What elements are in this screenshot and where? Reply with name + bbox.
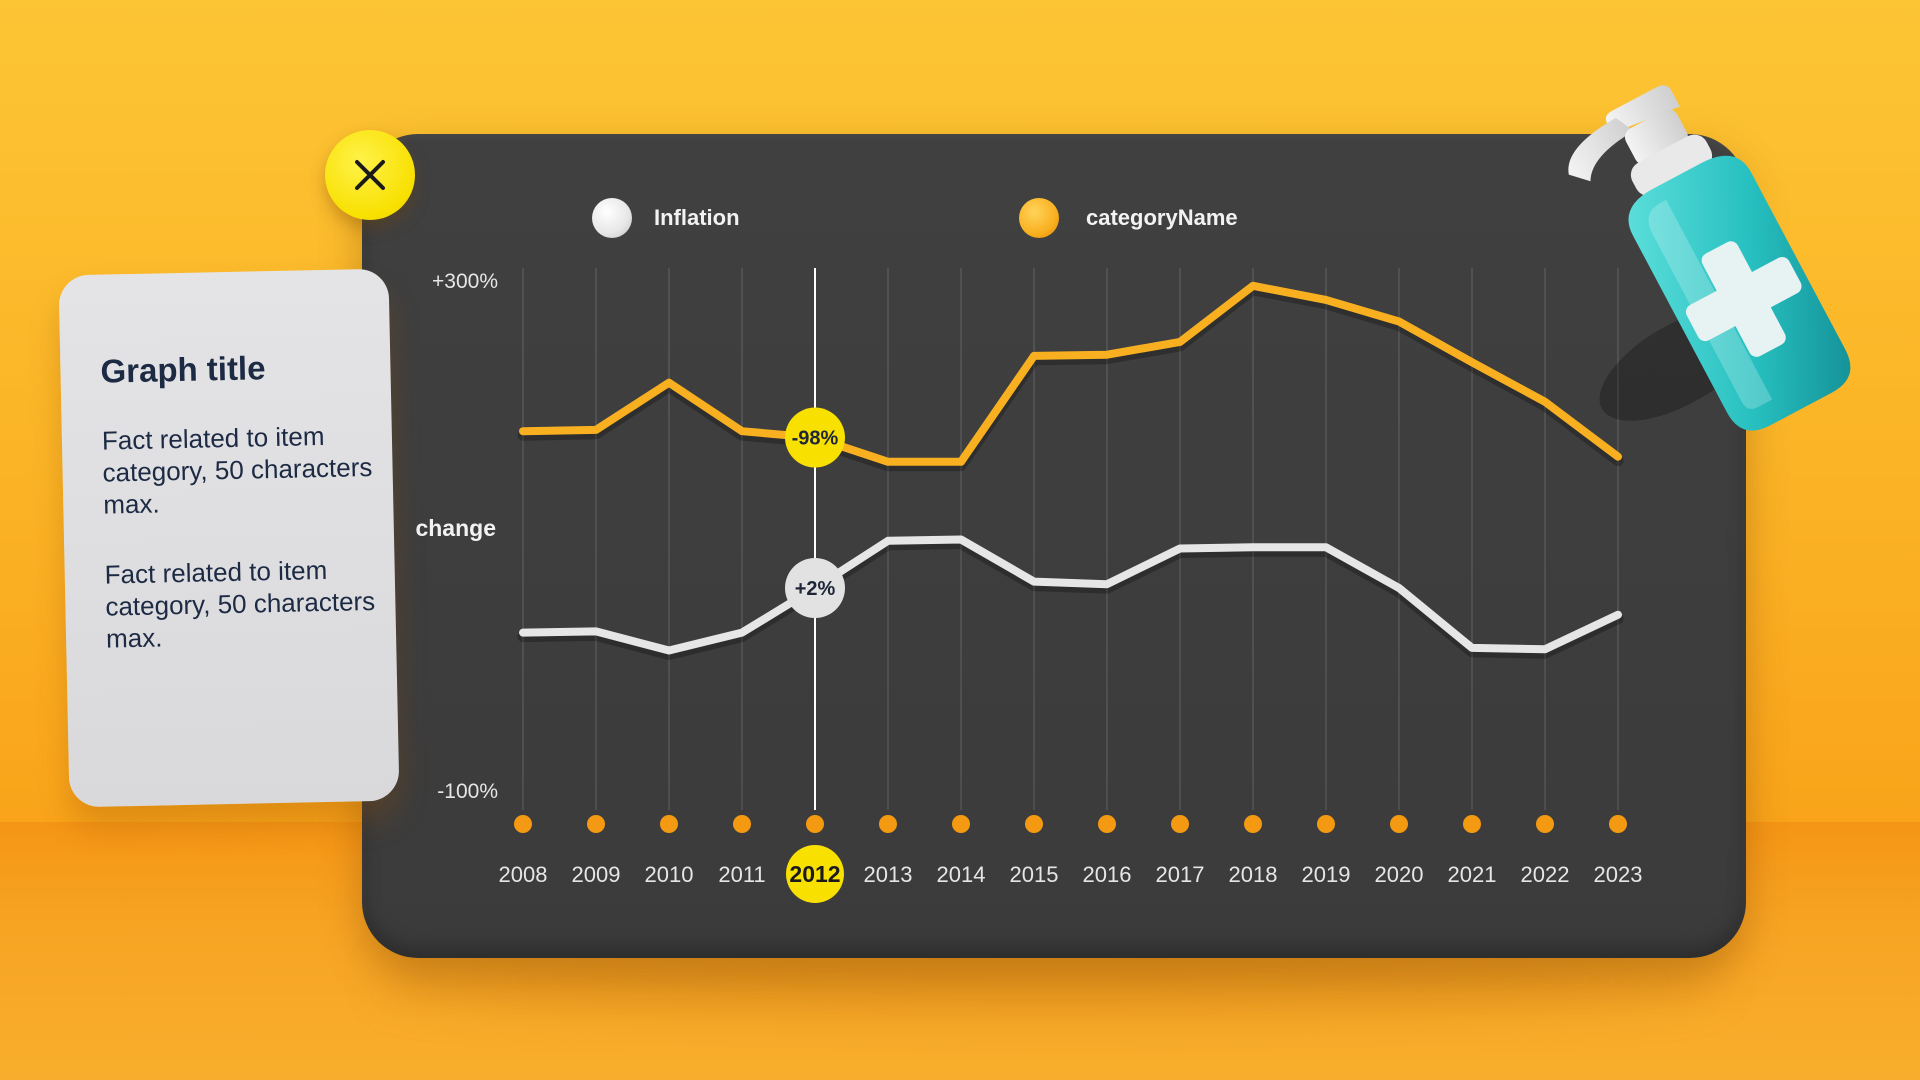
x-tick-label-2018: 2018: [1229, 862, 1278, 887]
board-shadow: [380, 950, 1720, 1010]
x-axis-dot-2022: [1536, 815, 1554, 833]
x-axis-dot-2018: [1244, 815, 1262, 833]
x-tick-label-2015: 2015: [1010, 862, 1059, 887]
x-tick-label-2014: 2014: [937, 862, 986, 887]
selection-badge-label-0: +2%: [795, 578, 836, 600]
sanitizer-bottle-icon: [1568, 85, 1851, 431]
close-icon: [355, 160, 385, 190]
x-axis-dot-2012: [806, 815, 824, 833]
x-axis-dot-2016: [1098, 815, 1116, 833]
y-axis: +300% -100% change: [415, 270, 498, 803]
x-axis-dot-2020: [1390, 815, 1408, 833]
card-fact-2: Fact related to item category, 50 charac…: [104, 554, 376, 654]
x-tick-label-2017: 2017: [1156, 862, 1205, 887]
x-axis-dot-2011: [733, 815, 751, 833]
card-fact-1: Fact related to item category, 50 charac…: [101, 420, 373, 520]
x-axis-dot-2023: [1609, 815, 1627, 833]
series-lines: [517, 281, 1624, 660]
series-line-1: [519, 281, 1622, 466]
x-tick-label-2009: 2009: [572, 862, 621, 887]
gridlines: [522, 268, 1619, 810]
x-tick-label-2011: 2011: [718, 862, 765, 887]
x-tick-label-2022: 2022: [1521, 862, 1570, 887]
selection-markers: +2% -98%: [785, 407, 845, 618]
close-button[interactable]: [325, 130, 415, 220]
selection-badge-0: [785, 558, 845, 618]
x-tick-label-2010: 2010: [645, 862, 694, 887]
y-tick-label-top: +300%: [432, 270, 498, 293]
selected-year-highlight: [786, 845, 844, 903]
legend-marker-inflation: [592, 198, 632, 238]
x-tick-label-2008: 2008: [499, 862, 548, 887]
series-line-0: [519, 535, 1622, 655]
selection-badge-label-1: -98%: [792, 428, 839, 450]
x-axis-dot-2019: [1317, 815, 1335, 833]
x-tick-label-2013: 2013: [864, 862, 913, 887]
y-tick-label-bottom: -100%: [437, 780, 498, 803]
x-axis-dot-2015: [1025, 815, 1043, 833]
x-tick-label-2020: 2020: [1375, 862, 1424, 887]
x-axis-dot-2017: [1171, 815, 1189, 833]
x-axis: 2008 2009 2010 2011 2012 2013 2014 2015 2016 2017…: [499, 815, 1643, 903]
card-title: Graph title: [100, 349, 266, 390]
legend-label-category: categoryName: [1086, 205, 1238, 230]
y-axis-label: change: [415, 515, 496, 541]
x-axis-dot-2009: [587, 815, 605, 833]
x-axis-dot-2013: [879, 815, 897, 833]
legend-marker-category: [1019, 198, 1059, 238]
x-tick-label-2016: 2016: [1083, 862, 1132, 887]
x-axis-dot-2014: [952, 815, 970, 833]
selection-badge-1: [785, 407, 845, 468]
x-tick-label-2023: 2023: [1594, 862, 1643, 887]
x-axis-dot-2021: [1463, 815, 1481, 833]
series-shadow-1: [517, 284, 1624, 472]
x-tick-label-2021: 2021: [1448, 862, 1497, 887]
x-axis-dot-2008: [514, 815, 532, 833]
x-tick-label-2019: 2019: [1302, 862, 1351, 887]
x-axis-dot-2010: [660, 815, 678, 833]
legend-label-inflation: Inflation: [654, 205, 740, 230]
x-tick-label-2012: 2012: [789, 861, 840, 887]
info-card: Graph title Fact related to item categor…: [58, 268, 400, 808]
